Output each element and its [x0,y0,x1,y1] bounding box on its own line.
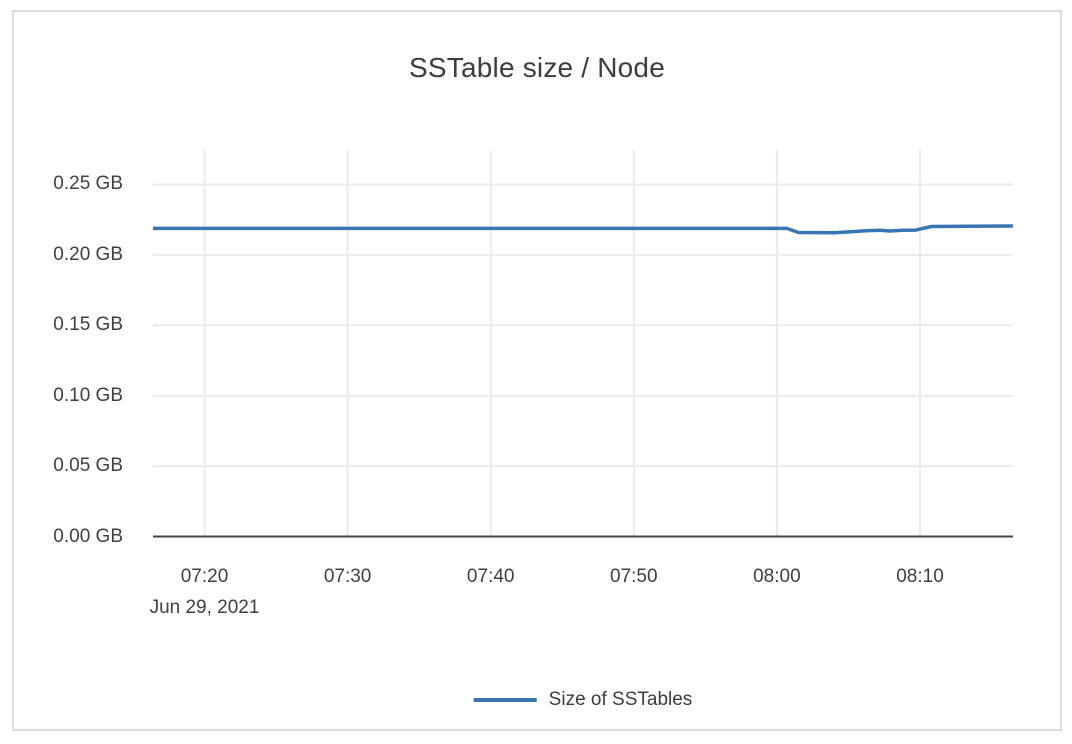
chart-card [12,10,1062,731]
y-tick-label: 0.10 GB [53,384,123,406]
x-tick-label: 07:40 [466,566,515,587]
y-tick-label: 0.15 GB [53,314,123,336]
legend-item-size-of-sstables[interactable]: Size of SSTables [473,689,693,711]
y-tick-label: 0.05 GB [53,455,123,477]
x-tick-label: 08:10 [896,566,944,587]
series-line-size-of-sstables [153,224,1014,235]
legend-label: Size of SSTables [548,689,693,710]
x-tick-label: 07:50 [610,566,658,587]
x-tick-label: 07:20 [180,566,229,587]
legend-line-swatch-icon [473,698,537,702]
chart-title: SSTable size / Node [409,52,665,83]
y-tick-label: 0.00 GB [53,525,123,547]
x-axis-date-label: Jun 29, 2021 [149,597,260,618]
x-tick-label: 07:30 [323,566,372,587]
x-tick-label: 08:00 [753,566,801,587]
y-tick-label: 0.20 GB [53,243,123,265]
y-tick-label: 0.25 GB [53,173,123,195]
